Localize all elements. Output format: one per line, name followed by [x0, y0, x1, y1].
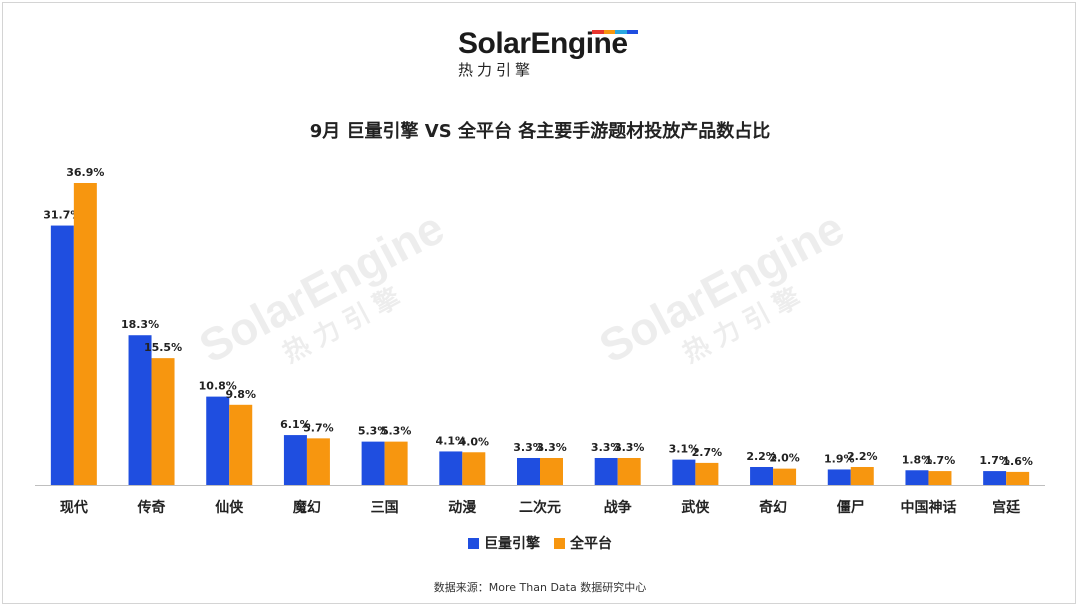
- x-tick-label: 动漫: [448, 499, 477, 516]
- bar-series1: [128, 335, 152, 485]
- bar-series1: [827, 469, 851, 485]
- bar-series1: [517, 457, 540, 485]
- data-label-series2: 2.0%: [769, 452, 800, 465]
- chart-title: 9月 巨量引擎 VS 全平台 各主要手游题材投放产品数占比: [309, 121, 771, 142]
- bar-series2: [73, 183, 97, 485]
- data-label-series1: 10.8%: [199, 380, 237, 393]
- data-label-series2: 2.7%: [692, 446, 723, 459]
- data-label-series2: 3.3%: [614, 441, 645, 454]
- x-tick-label: 魔幻: [293, 499, 321, 516]
- legend-swatch-series1: [468, 537, 479, 549]
- x-tick-label: 传奇: [137, 499, 166, 516]
- brand-logo: SolarEngine 热力引擎: [458, 28, 658, 79]
- bar-series2: [617, 457, 641, 485]
- data-label-series1: 4.1%: [436, 434, 467, 447]
- x-tick-label: 现代: [60, 499, 88, 516]
- data-label-series1: 1.9%: [824, 452, 855, 465]
- bar-series2: [151, 358, 175, 485]
- data-label-series2: 36.9%: [66, 166, 104, 179]
- brand-subtitle: 热力引擎: [458, 61, 535, 79]
- legend-swatch-series2: [554, 537, 565, 549]
- bar-series1: [439, 451, 463, 485]
- x-tick-label: 中国神话: [900, 499, 956, 516]
- data-label-series1: 31.7%: [43, 209, 81, 222]
- x-tick-label: 战争: [604, 499, 632, 516]
- data-label-series2: 15.5%: [144, 341, 182, 354]
- data-label-series1: 2.2%: [746, 450, 777, 463]
- bar-series2: [384, 441, 408, 485]
- bar-series1: [206, 396, 230, 485]
- bar-series2: [773, 468, 797, 485]
- bar-series1: [905, 470, 929, 485]
- bar-series1: [361, 441, 385, 485]
- bar-series2: [306, 438, 330, 485]
- data-source-note: 数据来源：More Than Data 数据研究中心: [433, 581, 647, 594]
- data-label-series1: 5.3%: [358, 425, 389, 438]
- x-tick-label: 仙侠: [215, 499, 244, 516]
- bar-series1: [283, 435, 307, 485]
- data-label-series2: 1.7%: [925, 454, 956, 467]
- x-tick-label: 武侠: [681, 499, 710, 516]
- data-label-series2: 2.2%: [847, 450, 878, 463]
- bar-series2: [1006, 471, 1030, 485]
- data-label-series2: 9.8%: [225, 388, 256, 401]
- data-label-series1: 3.3%: [513, 441, 544, 454]
- data-label-series1: 3.3%: [591, 441, 622, 454]
- data-label-series1: 1.8%: [902, 453, 933, 466]
- data-label-series2: 5.7%: [303, 421, 334, 434]
- bar-series2: [695, 462, 719, 485]
- x-tick-label: 宫廷: [992, 499, 1021, 516]
- data-label-series1: 1.7%: [979, 454, 1010, 467]
- brand-logo-stripe: [592, 30, 638, 34]
- data-label-series2: 3.3%: [536, 441, 567, 454]
- legend-item-series1: 巨量引擎: [468, 533, 540, 553]
- legend-label-series2: 全平台: [570, 536, 612, 552]
- x-tick-label: 三国: [371, 500, 399, 516]
- data-label-series2: 1.6%: [1002, 455, 1033, 468]
- legend-item-series2: 全平台: [554, 533, 612, 553]
- bar-series1: [983, 471, 1007, 485]
- bar-series1: [672, 459, 696, 485]
- chart-legend: 巨量引擎 全平台: [0, 533, 1080, 553]
- data-label-series2: 4.0%: [459, 435, 490, 448]
- bar-series2: [540, 457, 563, 485]
- x-tick-label: 僵尸: [837, 499, 865, 516]
- bar-series2: [462, 452, 486, 485]
- data-label-series2: 5.3%: [381, 425, 412, 438]
- data-label-series1: 3.1%: [669, 443, 700, 456]
- bar-series1: [750, 466, 774, 485]
- bar-series1: [50, 225, 74, 485]
- data-label-series1: 6.1%: [280, 418, 311, 431]
- x-tick-label: 二次元: [519, 499, 561, 516]
- bar-series2: [229, 404, 253, 485]
- bar-series2: [850, 466, 874, 485]
- bar-series1: [594, 457, 618, 485]
- data-label-series1: 18.3%: [121, 318, 159, 331]
- bar-series2: [928, 471, 952, 485]
- legend-label-series1: 巨量引擎: [484, 536, 540, 552]
- x-tick-label: 奇幻: [759, 499, 787, 516]
